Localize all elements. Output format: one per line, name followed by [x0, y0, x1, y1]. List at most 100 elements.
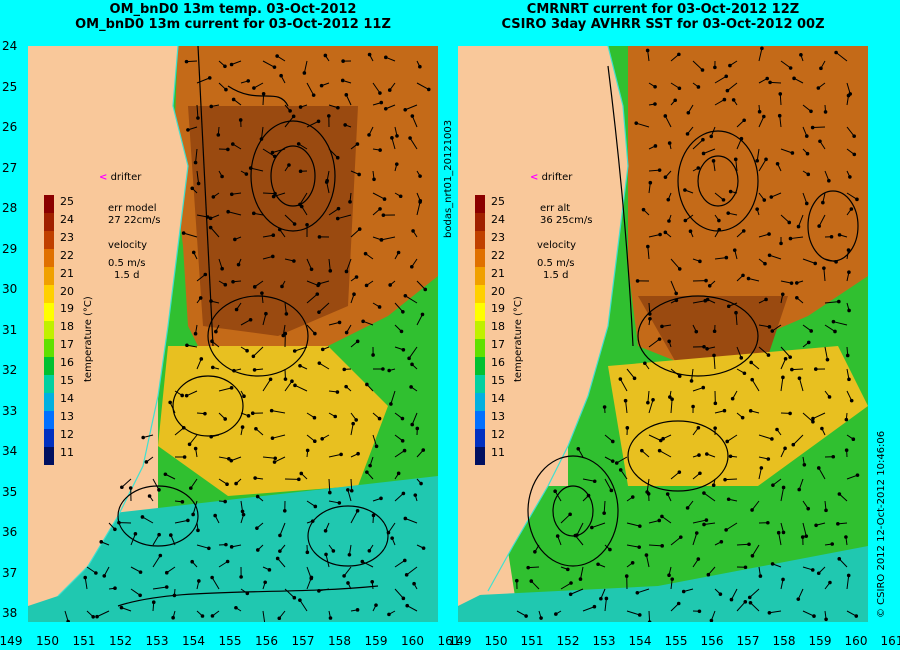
current-vector-head — [368, 463, 372, 468]
current-vector-head — [730, 396, 735, 401]
current-vector-head — [208, 225, 213, 230]
current-vector — [328, 148, 339, 159]
current-vector-head — [599, 596, 603, 601]
current-vector — [284, 380, 293, 392]
current-vector-head — [297, 477, 301, 482]
right-temperature-colorbar — [475, 195, 485, 465]
current-vector-head — [741, 273, 745, 278]
current-vector — [388, 522, 396, 533]
lat-tick-label: 28 — [2, 201, 18, 215]
current-vector-head — [210, 614, 215, 618]
lon-tick-label: 151 — [72, 634, 96, 648]
current-vector-head — [689, 379, 694, 383]
current-vector-head — [239, 575, 243, 579]
current-vector-head — [223, 64, 227, 69]
current-vector-head — [119, 605, 124, 610]
current-vector — [318, 302, 330, 313]
current-vector — [714, 257, 727, 260]
current-vector — [735, 312, 738, 326]
current-vector-head — [378, 207, 382, 211]
current-vector-head — [379, 238, 384, 242]
current-vector — [294, 346, 308, 352]
current-vector-head — [91, 615, 95, 619]
current-vector-head — [846, 573, 851, 578]
current-vector — [736, 601, 746, 612]
current-vector-head — [767, 325, 772, 329]
current-vector-head — [163, 472, 168, 477]
current-vector-head — [298, 363, 302, 368]
current-vector-head — [837, 299, 841, 304]
current-vector-head — [387, 368, 391, 373]
current-vector-head — [704, 518, 709, 522]
current-vector-head — [610, 439, 615, 444]
current-vector-head — [242, 394, 246, 399]
current-vector-head — [770, 562, 775, 566]
current-vector-head — [234, 307, 239, 312]
current-vector-head — [344, 330, 349, 335]
current-vector-head — [634, 121, 639, 125]
colorbar-tick-label: 21 — [60, 266, 74, 280]
current-vector-head — [726, 304, 731, 309]
current-vector-head — [386, 530, 391, 535]
current-vector — [350, 228, 361, 238]
current-vector-head — [794, 281, 799, 285]
lon-tick-label: 153 — [145, 634, 169, 648]
colorbar-swatch — [475, 339, 485, 357]
left-velocity-time: 1.5 d — [114, 270, 140, 281]
current-vector-head — [138, 593, 142, 598]
current-vector-head — [766, 353, 771, 357]
current-vector-head — [411, 229, 415, 233]
current-vector — [647, 246, 650, 260]
current-vector-head — [291, 114, 296, 119]
current-vector-head — [374, 603, 378, 607]
lat-tick-label: 25 — [2, 79, 18, 94]
current-vector-head — [224, 542, 228, 547]
current-vector-head — [788, 355, 792, 359]
colorbar-tick-label: 22 — [60, 248, 74, 262]
current-vector-head — [193, 331, 198, 336]
current-vector-head — [729, 597, 734, 602]
current-vector — [411, 115, 418, 128]
current-vector-head — [337, 501, 342, 505]
current-vector-head — [668, 395, 672, 399]
current-vector-head — [236, 262, 241, 267]
current-vector — [758, 48, 763, 62]
current-vector — [274, 456, 286, 463]
current-vector-head — [355, 608, 360, 612]
current-vector — [626, 544, 640, 548]
lon-tick-label: 158 — [328, 634, 351, 648]
current-vector-head — [852, 134, 856, 138]
lon-tick-label: 161 — [880, 634, 900, 648]
current-vector-head — [828, 580, 832, 585]
current-vector — [824, 324, 836, 332]
current-vector — [731, 588, 738, 600]
current-vector — [835, 52, 848, 62]
current-vector — [769, 610, 782, 614]
current-vector-head — [691, 404, 695, 409]
current-vector-head — [320, 347, 325, 352]
current-vector — [758, 159, 767, 172]
left-title-line1: OM_bnD0 13m temp. 03-Oct-2012 — [109, 2, 357, 17]
current-vector-head — [410, 422, 415, 427]
colorbar-swatch — [44, 195, 54, 213]
current-vector-head — [252, 86, 256, 90]
current-vector-head — [426, 87, 431, 92]
current-vector-head — [728, 63, 732, 68]
current-vector-head — [305, 448, 310, 453]
current-vector — [121, 478, 132, 488]
current-vector-head — [231, 97, 236, 102]
colorbar-tick-label: 13 — [491, 409, 505, 423]
current-vector-head — [390, 136, 394, 140]
current-vector — [306, 324, 316, 334]
current-vector-head — [694, 329, 699, 334]
current-vector-head — [402, 558, 407, 563]
colorbar-tick-label: 17 — [60, 338, 74, 352]
current-vector-head — [637, 545, 641, 549]
current-vector — [130, 566, 141, 573]
current-vector-head — [387, 88, 392, 92]
current-vector — [616, 456, 628, 464]
current-vector — [271, 410, 286, 414]
current-vector-head — [186, 128, 190, 132]
current-vector — [152, 555, 161, 568]
current-vector-head — [402, 448, 407, 453]
